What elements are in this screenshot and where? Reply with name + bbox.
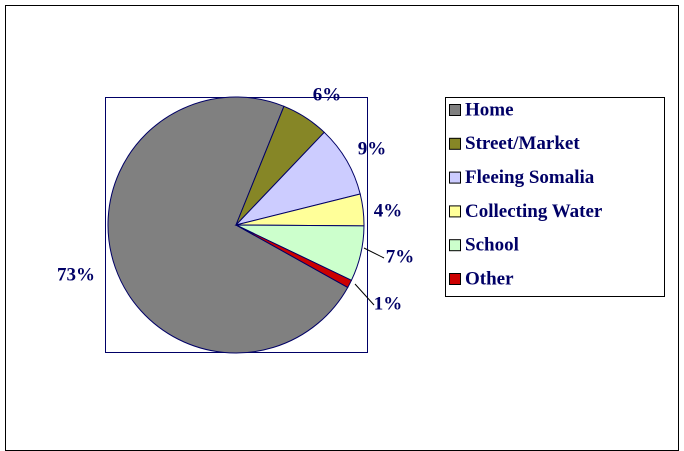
legend xyxy=(445,97,665,297)
legend-swatch xyxy=(449,273,461,285)
legend-label: Collecting Water xyxy=(465,201,603,222)
pie-slice xyxy=(107,96,349,354)
data-label: 9% xyxy=(358,138,387,159)
leader-line xyxy=(354,283,375,306)
pie-slice xyxy=(235,224,353,289)
legend-label: Home xyxy=(465,99,514,120)
data-label: 6% xyxy=(313,84,342,105)
legend-swatch xyxy=(449,205,461,218)
data-label: 4% xyxy=(374,200,403,221)
legend-swatch xyxy=(449,137,461,150)
legend-swatch xyxy=(449,171,461,184)
data-label: 73% xyxy=(57,264,95,285)
legend-label: Street/Market xyxy=(465,133,580,154)
data-label: 1% xyxy=(374,293,403,314)
legend-swatch xyxy=(449,239,461,252)
legend-label: Fleeing Somalia xyxy=(465,167,595,188)
legend-swatch xyxy=(449,104,461,116)
legend-label: School xyxy=(465,235,519,256)
legend-label: Other xyxy=(465,268,514,289)
leader-line xyxy=(363,247,385,259)
data-label: 7% xyxy=(386,246,415,267)
